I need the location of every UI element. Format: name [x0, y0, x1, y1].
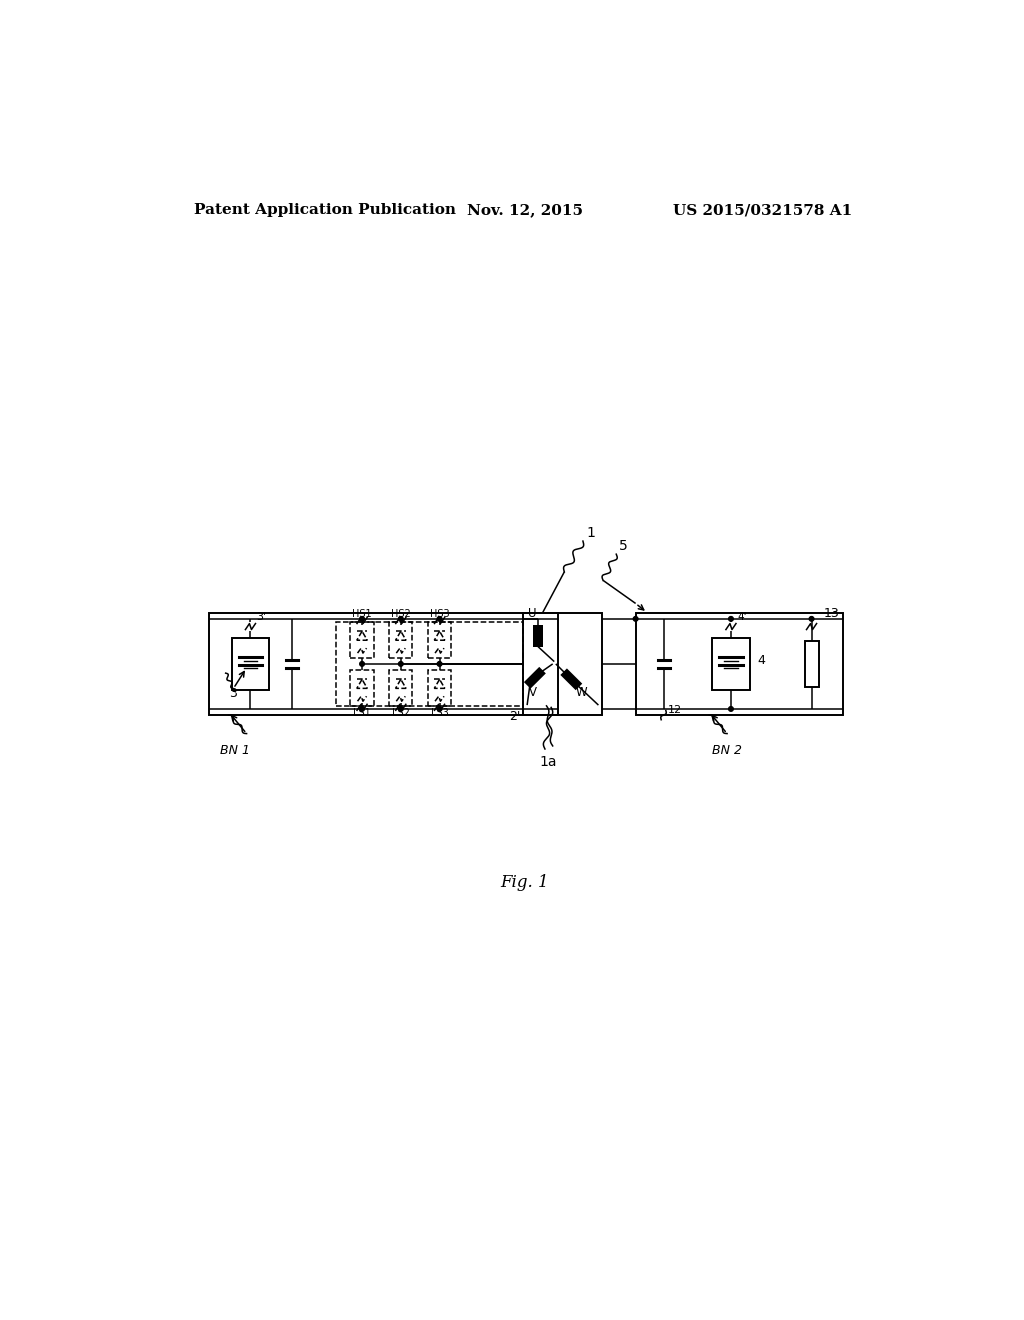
Text: 3': 3' [257, 612, 267, 622]
Text: 3: 3 [228, 686, 237, 700]
Circle shape [437, 706, 442, 711]
Text: 13: 13 [824, 607, 840, 619]
Text: Patent Application Publication: Patent Application Publication [194, 203, 456, 216]
Text: 12: 12 [669, 705, 682, 715]
Text: HS2: HS2 [391, 609, 411, 619]
Text: 1: 1 [586, 525, 595, 540]
Circle shape [437, 661, 442, 667]
Circle shape [809, 616, 814, 622]
Text: V: V [528, 686, 537, 700]
Text: LS2: LS2 [392, 708, 410, 718]
Bar [713, 638, 750, 690]
Text: 4: 4 [758, 653, 765, 667]
Bar [428, 622, 452, 657]
Bar [389, 622, 413, 657]
Circle shape [633, 616, 638, 622]
Circle shape [398, 661, 403, 667]
Bar [336, 622, 523, 706]
Text: LS3: LS3 [431, 708, 449, 718]
Text: Fig. 1: Fig. 1 [501, 874, 549, 891]
Bar [532, 626, 544, 647]
Circle shape [729, 706, 733, 711]
Bar [805, 640, 818, 686]
Circle shape [359, 661, 365, 667]
Bar [523, 612, 602, 715]
Bar [389, 671, 413, 706]
Text: Nov. 12, 2015: Nov. 12, 2015 [467, 203, 583, 216]
Bar [524, 667, 546, 689]
Text: U: U [528, 607, 537, 619]
Bar [560, 668, 583, 690]
Text: 5: 5 [620, 539, 628, 553]
Circle shape [729, 616, 733, 622]
Text: LS1: LS1 [353, 708, 371, 718]
Circle shape [398, 706, 403, 711]
Bar [209, 612, 558, 715]
Text: 4': 4' [738, 612, 748, 622]
Text: HS3: HS3 [430, 609, 450, 619]
Circle shape [437, 616, 442, 622]
Text: 1a: 1a [540, 755, 557, 770]
Bar [231, 638, 269, 690]
Text: HS1: HS1 [352, 609, 372, 619]
Text: BN 2: BN 2 [712, 744, 741, 758]
Circle shape [398, 616, 403, 622]
Text: US 2015/0321578 A1: US 2015/0321578 A1 [674, 203, 853, 216]
Bar [428, 671, 452, 706]
Bar [350, 671, 374, 706]
Text: 2': 2' [509, 710, 520, 723]
Circle shape [359, 706, 365, 711]
Circle shape [359, 616, 365, 622]
Text: BN 1: BN 1 [220, 744, 250, 758]
Bar [350, 622, 374, 657]
Bar [636, 612, 843, 715]
Text: W: W [575, 686, 588, 700]
